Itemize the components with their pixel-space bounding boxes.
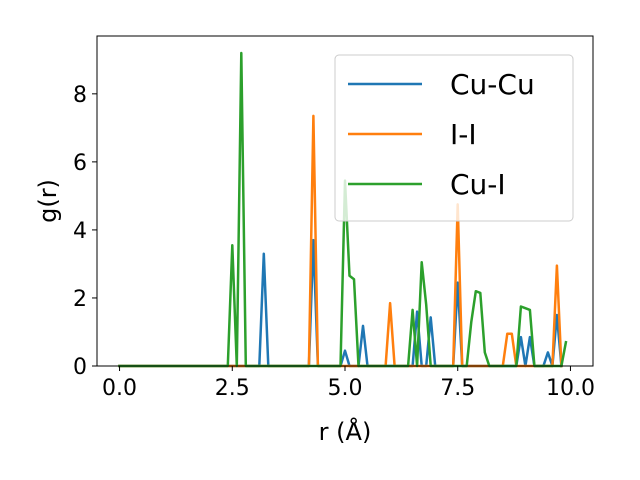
y-axis-ticks: 0 2 4 6 8 xyxy=(73,83,97,380)
x-tick-label: 7.5 xyxy=(440,376,475,401)
y-tick-label: 6 xyxy=(73,151,87,176)
y-tick-label: 0 xyxy=(73,355,87,380)
y-tick-label: 4 xyxy=(73,219,87,244)
legend: Cu-Cu I-I Cu-I xyxy=(334,54,574,222)
y-axis-label: g(r) xyxy=(34,179,62,223)
y-tick-label: 2 xyxy=(73,287,87,312)
x-axis-label: r (Å) xyxy=(319,417,372,446)
legend-label-cu-i: Cu-I xyxy=(450,168,506,201)
legend-box xyxy=(334,54,574,222)
x-tick-label: 2.5 xyxy=(215,376,250,401)
x-tick-label: 0.0 xyxy=(102,376,137,401)
legend-entries: Cu-Cu I-I Cu-I xyxy=(348,68,535,201)
legend-label-cu-cu: Cu-Cu xyxy=(450,68,535,101)
legend-label-i-i: I-I xyxy=(450,118,477,151)
x-tick-label: 10.0 xyxy=(546,376,595,401)
y-tick-label: 8 xyxy=(73,83,87,108)
x-tick-label: 5.0 xyxy=(328,376,363,401)
x-axis-ticks: 0.0 2.5 5.0 7.5 10.0 xyxy=(102,366,595,401)
